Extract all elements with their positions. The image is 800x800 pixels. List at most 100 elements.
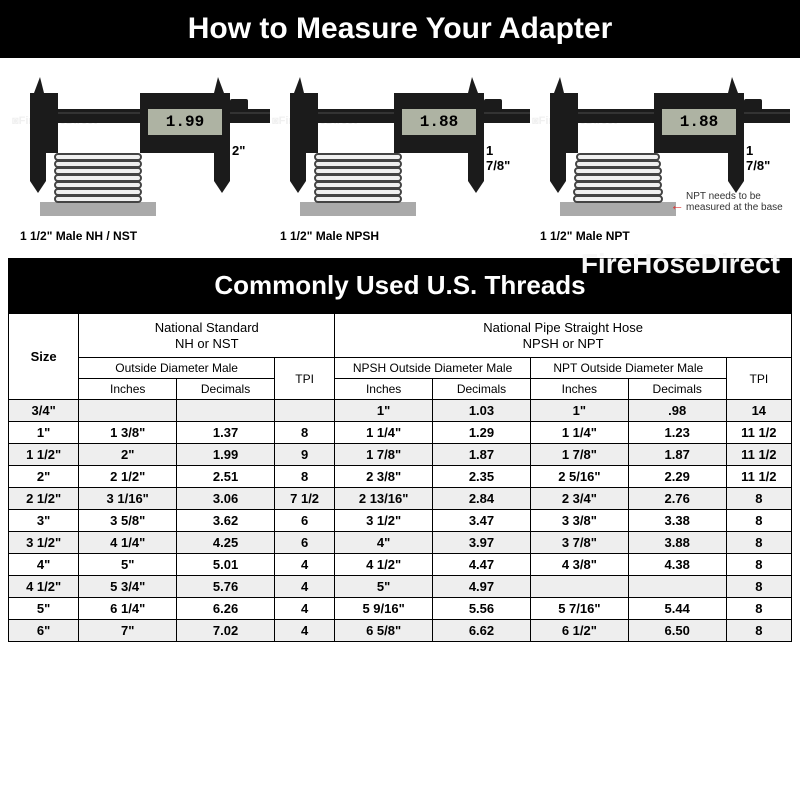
cell-np_tpi: 8: [726, 598, 791, 620]
th-nh-odm: Outside Diameter Male: [79, 358, 275, 379]
cell-npt_dec: 1.23: [628, 422, 726, 444]
cell-size: 3/4": [9, 400, 79, 422]
table-row: 4 1/2"5 3/4"5.7645"4.978: [9, 576, 792, 598]
cell-npsh_dec: 4.97: [433, 576, 531, 598]
cell-nh_in: 5 3/4": [79, 576, 177, 598]
title-top-text: How to Measure Your Adapter: [188, 12, 613, 45]
thread-table: Size National Standard NH or NST Nationa…: [8, 313, 792, 642]
cell-npt_dec: 3.88: [628, 532, 726, 554]
cell-np_tpi: 8: [726, 488, 791, 510]
cell-nh_tpi: 4: [274, 554, 334, 576]
cell-npsh_in: 2 13/16": [335, 488, 433, 510]
th-npsh-in: Inches: [335, 379, 433, 400]
cell-npsh_in: 1": [335, 400, 433, 422]
cell-size: 1 1/2": [9, 444, 79, 466]
cell-npt_in: 1 7/8": [530, 444, 628, 466]
th-group-np-l1: National Pipe Straight Hose: [483, 320, 643, 335]
table-row: 2 1/2"3 1/16"3.067 1/22 13/16"2.842 3/4"…: [9, 488, 792, 510]
dimension-hint: 1 7/8": [746, 143, 780, 173]
cell-npt_dec: 4.38: [628, 554, 726, 576]
cell-np_tpi: 8: [726, 620, 791, 642]
cell-npt_dec: 1.87: [628, 444, 726, 466]
table-body: 3/4"1"1.031".98141"1 3/8"1.3781 1/4"1.29…: [9, 400, 792, 642]
cell-size: 4 1/2": [9, 576, 79, 598]
table-row: 3/4"1"1.031".9814: [9, 400, 792, 422]
cell-npt_in: 1": [530, 400, 628, 422]
cell-npt_dec: 2.29: [628, 466, 726, 488]
arrow-icon: ←: [670, 197, 684, 213]
cell-npsh_dec: 4.47: [433, 554, 531, 576]
table-row: 3 1/2"4 1/4"4.2564"3.973 7/8"3.888: [9, 532, 792, 554]
table-row: 4"5"5.0144 1/2"4.474 3/8"4.388: [9, 554, 792, 576]
cell-npt_dec: 3.38: [628, 510, 726, 532]
cell-npt_in: 1 1/4": [530, 422, 628, 444]
cell-size: 2 1/2": [9, 488, 79, 510]
table-row: 2"2 1/2"2.5182 3/8"2.352 5/16"2.2911 1/2: [9, 466, 792, 488]
cell-nh_dec: 3.62: [177, 510, 275, 532]
cell-npt_in: 3 3/8": [530, 510, 628, 532]
diagrams-row: FireHoseDirect ◙FireHoseDirect 1.99 2" 1…: [0, 58, 800, 258]
cell-npsh_dec: 1.03: [433, 400, 531, 422]
cell-nh_dec: 7.02: [177, 620, 275, 642]
table-row: 6"7"7.0246 5/8"6.626 1/2"6.508: [9, 620, 792, 642]
cell-nh_tpi: 6: [274, 532, 334, 554]
cell-npsh_in: 3 1/2": [335, 510, 433, 532]
cell-npt_in: 2 5/16": [530, 466, 628, 488]
cell-npt_dec: 6.50: [628, 620, 726, 642]
cell-npsh_in: 4": [335, 532, 433, 554]
cell-nh_dec: 4.25: [177, 532, 275, 554]
cell-npt_dec: [628, 576, 726, 598]
cell-nh_in: 3 5/8": [79, 510, 177, 532]
cell-npsh_in: 2 3/8": [335, 466, 433, 488]
cell-size: 3": [9, 510, 79, 532]
cell-size: 1": [9, 422, 79, 444]
cell-npt_in: 5 7/16": [530, 598, 628, 620]
caliper-lcd: 1.99: [148, 109, 222, 135]
cell-nh_in: [79, 400, 177, 422]
title-table-text: Commonly Used U.S. Threads: [214, 270, 585, 300]
cell-nh_tpi: 4: [274, 598, 334, 620]
cell-nh_dec: 1.37: [177, 422, 275, 444]
cell-npsh_dec: 2.84: [433, 488, 531, 510]
th-nh-tpi: TPI: [274, 358, 334, 400]
cell-npsh_dec: 5.56: [433, 598, 531, 620]
cell-np_tpi: 8: [726, 576, 791, 598]
cell-nh_dec: [177, 400, 275, 422]
cell-nh_in: 2": [79, 444, 177, 466]
cell-np_tpi: 8: [726, 554, 791, 576]
caliper-diagram: ◙FireHoseDirect 1.88 1 7/8" 1 1/2" Male …: [280, 83, 520, 243]
title-top: How to Measure Your Adapter: [0, 0, 800, 58]
cell-nh_tpi: 8: [274, 422, 334, 444]
cell-np_tpi: 14: [726, 400, 791, 422]
cell-npsh_in: 1 1/4": [335, 422, 433, 444]
cell-npt_in: 6 1/2": [530, 620, 628, 642]
cell-nh_in: 5": [79, 554, 177, 576]
cell-npsh_in: 5": [335, 576, 433, 598]
cell-npt_in: 3 7/8": [530, 532, 628, 554]
cell-np_tpi: 11 1/2: [726, 466, 791, 488]
cell-npt_dec: 5.44: [628, 598, 726, 620]
cell-np_tpi: 8: [726, 532, 791, 554]
caliper-lcd: 1.88: [402, 109, 476, 135]
th-group-nh: National Standard NH or NST: [79, 314, 335, 358]
cell-npsh_in: 4 1/2": [335, 554, 433, 576]
cell-npt_dec: 2.76: [628, 488, 726, 510]
th-group-nh-l1: National Standard: [155, 320, 259, 335]
th-npt-in: Inches: [530, 379, 628, 400]
cell-size: 2": [9, 466, 79, 488]
th-nh-dec: Decimals: [177, 379, 275, 400]
cell-npt_in: 4 3/8": [530, 554, 628, 576]
cell-nh_dec: 1.99: [177, 444, 275, 466]
table-row: 5"6 1/4"6.2645 9/16"5.565 7/16"5.448: [9, 598, 792, 620]
th-np-tpi: TPI: [726, 358, 791, 400]
table-row: 1"1 3/8"1.3781 1/4"1.291 1/4"1.2311 1/2: [9, 422, 792, 444]
cell-nh_in: 1 3/8": [79, 422, 177, 444]
cell-nh_in: 7": [79, 620, 177, 642]
th-group-np-l2: NPSH or NPT: [523, 336, 604, 351]
th-size: Size: [9, 314, 79, 400]
caliper-diagram: ◙FireHoseDirect 1.99 2" 1 1/2" Male NH /…: [20, 83, 260, 243]
cell-nh_tpi: [274, 400, 334, 422]
cell-nh_tpi: 9: [274, 444, 334, 466]
diagram-caption: 1 1/2" Male NPSH: [280, 229, 520, 243]
cell-npsh_dec: 3.97: [433, 532, 531, 554]
